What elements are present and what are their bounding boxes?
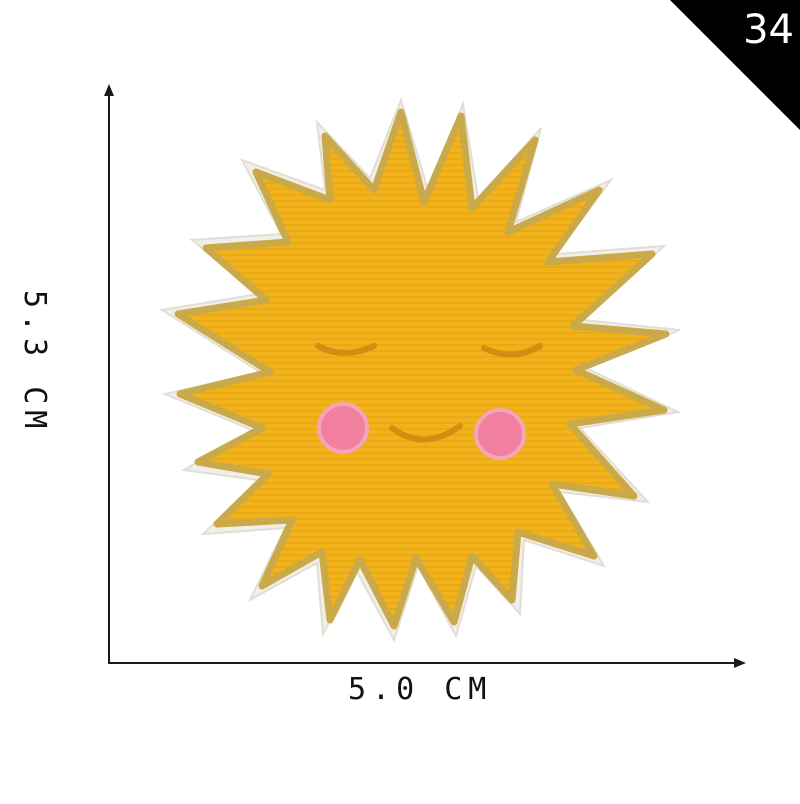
badge-number: 34	[743, 7, 794, 53]
item-number-badge: 34	[670, 0, 800, 130]
sun-face	[315, 343, 543, 460]
vertical-axis-arrow	[104, 84, 114, 96]
smile-mouth	[389, 423, 463, 443]
left-closed-eye	[315, 343, 377, 356]
right-cheek	[474, 408, 526, 460]
horizontal-axis-arrow	[734, 658, 746, 668]
left-cheek	[317, 402, 369, 454]
width-dimension-label: 5.0 CM	[348, 672, 493, 707]
dimension-axes	[104, 84, 746, 668]
badge-triangle	[670, 0, 800, 130]
right-closed-eye	[481, 343, 543, 358]
sun-patch	[159, 96, 682, 643]
sun-body	[174, 108, 670, 630]
height-dimension-label: 5.3 CM	[17, 290, 52, 435]
